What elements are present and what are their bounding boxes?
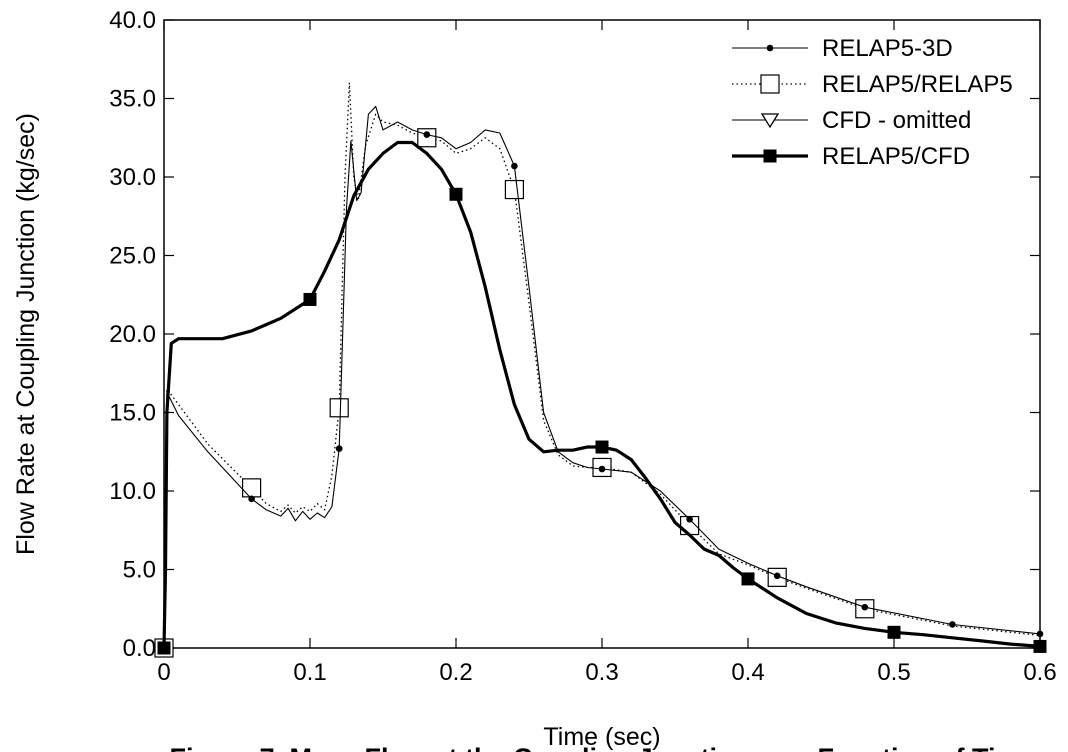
data-point-marker	[511, 162, 518, 170]
data-point-marker	[303, 292, 317, 306]
legend-label: RELAP5/CFD	[822, 143, 970, 170]
data-point-marker	[329, 398, 349, 418]
x-tick-label: 0.6	[1023, 659, 1056, 686]
data-point-marker	[686, 515, 693, 523]
figure-caption: Figure 7. Mass Flow at the Coupling Junc…	[169, 743, 1034, 752]
legend-marker	[766, 44, 774, 52]
data-point-marker	[887, 625, 901, 639]
legend-marker	[760, 74, 780, 94]
legend-label: RELAP5-3D	[822, 35, 953, 62]
legend-item: RELAP5/RELAP5	[732, 71, 1013, 98]
series-line	[162, 140, 1041, 649]
data-point-marker	[949, 621, 956, 628]
y-tick-label: 30.0	[109, 164, 156, 191]
data-point-marker	[1033, 639, 1047, 653]
y-tick-label: 10.0	[109, 478, 156, 505]
series-relap5-3d	[163, 105, 1044, 649]
series-relap5-cfd	[157, 140, 1047, 655]
data-point-marker	[335, 445, 343, 452]
x-axis-title: Time (sec)	[543, 723, 660, 751]
data-point-marker	[598, 465, 606, 473]
legend: RELAP5-3D RELAP5/RELAP5 CFD - omitted RELAP…	[732, 35, 1013, 170]
series-layer	[154, 82, 1047, 658]
legend-item: CFD - omitted	[732, 107, 971, 134]
x-tick-label: 0.5	[877, 659, 910, 686]
x-axis-ticks: 0 0.1 0.2 0.3 0.4 0.5 0.6	[157, 20, 1057, 686]
y-tick-label: 5.0	[123, 557, 156, 584]
data-point-marker	[242, 478, 262, 498]
x-tick-label: 0.4	[731, 659, 764, 686]
legend-item: RELAP5/CFD	[732, 143, 970, 170]
y-tick-label: 40.0	[109, 7, 156, 34]
data-point-marker	[449, 187, 463, 201]
y-tick-label: 25.0	[109, 243, 156, 270]
legend-marker	[763, 149, 777, 163]
y-tick-label: 15.0	[109, 400, 156, 427]
data-point-marker	[1036, 630, 1044, 638]
data-point-marker	[423, 131, 431, 138]
y-axis-ticks: 0.0 5.0 10.0 15.0 20.0 25.0 30.0 35.0 40.0	[109, 7, 1040, 662]
data-point-marker	[595, 440, 609, 454]
data-point-marker	[248, 495, 255, 503]
x-tick-label: 0	[157, 659, 170, 686]
y-tick-label: 20.0	[109, 321, 156, 348]
y-tick-label: 0.0	[123, 635, 156, 662]
series-line	[163, 105, 1041, 649]
data-point-marker	[157, 641, 171, 655]
y-axis-title: Flow Rate at Coupling Junction (kg/sec)	[12, 113, 40, 555]
legend-item: RELAP5-3D	[732, 35, 953, 62]
data-point-marker	[741, 572, 755, 586]
x-tick-label: 0.2	[439, 659, 472, 686]
legend-label: RELAP5/RELAP5	[822, 71, 1013, 98]
x-tick-label: 0.1	[293, 659, 326, 686]
data-point-marker	[861, 603, 869, 611]
legend-label: CFD - omitted	[822, 107, 971, 134]
y-tick-label: 35.0	[109, 86, 156, 113]
data-point-marker	[504, 179, 524, 200]
data-point-marker	[773, 572, 781, 580]
legend-marker	[760, 113, 780, 129]
x-tick-label: 0.3	[585, 659, 618, 686]
